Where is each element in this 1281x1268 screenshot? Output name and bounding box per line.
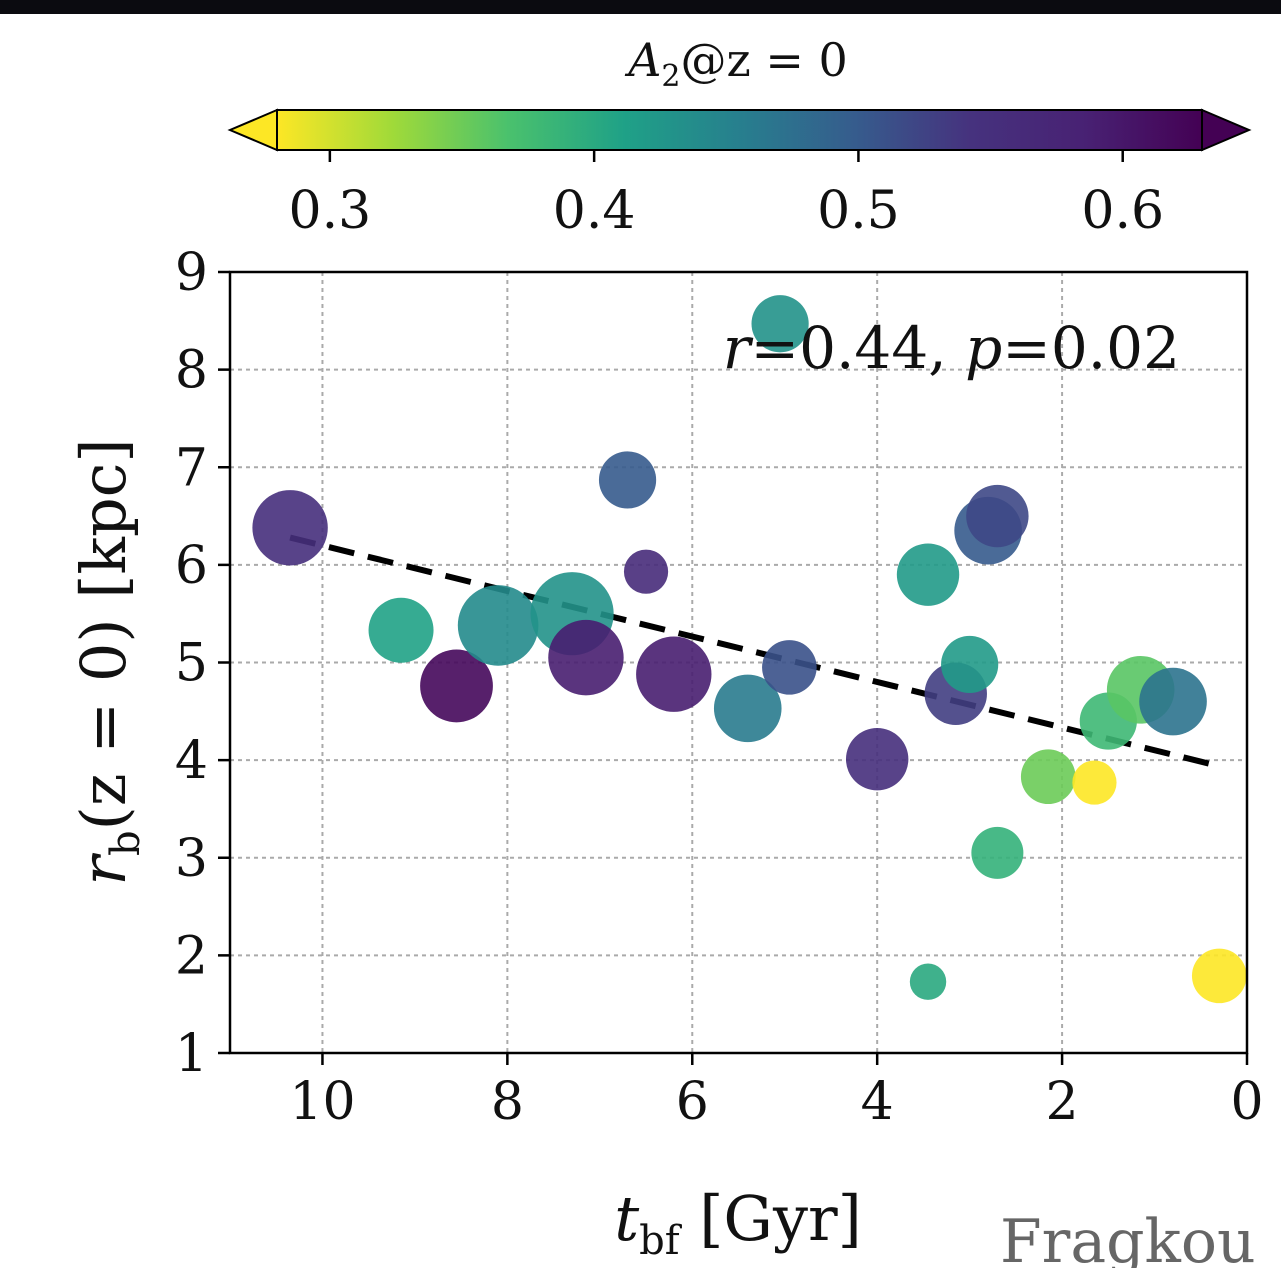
scatter-point	[1191, 948, 1247, 1004]
scatter-point	[598, 451, 657, 509]
x-tick-label: 0	[1230, 1072, 1263, 1132]
scatter-point	[623, 549, 669, 594]
scatter-point	[966, 484, 1029, 548]
scatter-point	[751, 295, 809, 353]
y-axis-label: rb(z = 0) [kpc]	[67, 438, 149, 885]
scatter-point	[762, 640, 817, 695]
y-tick-label: 1	[175, 1024, 208, 1084]
colorbar-ticks: 0.3 0.4 0.5 0.6	[289, 150, 1164, 241]
scatter-point	[909, 963, 947, 1000]
colorbar-tick-label: 0.5	[817, 181, 900, 241]
colorbar-tick-label: 0.6	[1081, 181, 1164, 241]
scatter-point	[1139, 667, 1207, 736]
y-tick-label: 6	[175, 536, 208, 596]
scatter-point	[845, 727, 909, 791]
scatter-point	[252, 490, 328, 566]
scatter-point	[1020, 749, 1076, 805]
colorbar-extend-low	[227, 108, 278, 152]
scatter-point	[368, 597, 434, 663]
scatter-point	[420, 649, 493, 723]
colorbar-frame	[276, 109, 1203, 151]
scatter-point	[636, 636, 712, 712]
x-tick-label: 8	[491, 1072, 524, 1132]
scatter-points	[252, 295, 1247, 1004]
y-tick-label: 2	[175, 926, 208, 986]
x-axis-label: tbf [Gyr]	[614, 1182, 862, 1264]
y-tick-label: 7	[175, 438, 208, 498]
colorbar-gradient	[277, 110, 1202, 150]
x-tick-label: 2	[1046, 1072, 1079, 1132]
scatter-point	[548, 619, 624, 696]
x-tick-label: 6	[676, 1072, 709, 1132]
colorbar-extend-high	[1201, 108, 1252, 152]
scatter-point	[1072, 760, 1117, 805]
scatter-point	[941, 635, 999, 694]
correlation-annotation: r=0.44, p=0.02	[723, 314, 1180, 382]
y-tick-label: 8	[175, 341, 208, 401]
x-axis-ticks: 10 8 6 4 2 0	[289, 1053, 1264, 1132]
colorbar-title: A2@z = 0	[624, 33, 848, 94]
scatter-point	[457, 585, 539, 666]
colorbar: A2@z = 0 0.3 0.4 0.5 0.6	[227, 33, 1252, 241]
y-tick-label: 3	[175, 829, 208, 889]
y-tick-label: 4	[175, 731, 208, 791]
grid-lines	[230, 271, 1248, 1054]
plot-area: 10 8 6 4 2 0 1 2 3 4 5 6 7 8 9 r=0.44, p=0.02	[175, 243, 1264, 1132]
scatter-point	[971, 826, 1024, 879]
x-tick-label: 10	[289, 1072, 355, 1132]
scatter-point	[713, 674, 782, 743]
colorbar-tick-label: 0.4	[553, 181, 636, 241]
colorbar-tick-label: 0.3	[289, 181, 372, 241]
scatter-point	[896, 543, 960, 606]
dark-top-band	[0, 0, 1281, 14]
watermark-text: Fragkou	[1000, 1207, 1256, 1268]
y-tick-label: 5	[175, 634, 208, 694]
y-axis-ticks: 1 2 3 4 5 6 7 8 9	[175, 243, 230, 1084]
x-tick-label: 4	[861, 1072, 894, 1132]
y-tick-label: 9	[175, 243, 208, 303]
